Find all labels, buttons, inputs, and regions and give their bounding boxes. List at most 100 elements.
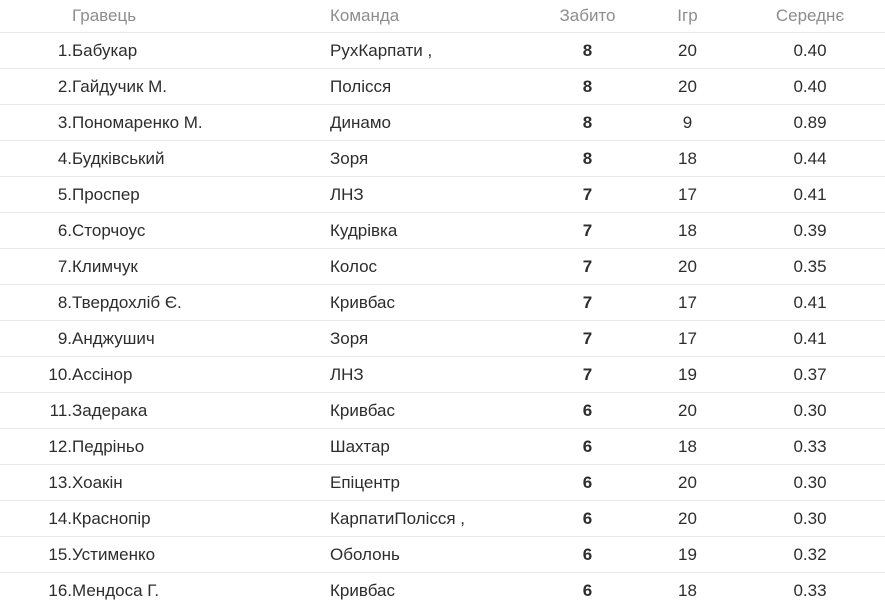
cell-goals: 6 (582, 508, 593, 528)
cell-team: КарпатиПолісся , (330, 508, 466, 528)
table-row[interactable]: 4. Будківський Зоря 8 18 0.44 (0, 140, 885, 177)
cell-goals: 8 (582, 76, 593, 96)
cell-goals: 7 (582, 184, 593, 204)
cell-games: 19 (678, 364, 697, 384)
cell-team: Колос (330, 256, 378, 276)
cell-rank: 1. (57, 40, 72, 60)
cell-rank: 4. (57, 148, 72, 168)
table-row[interactable]: 3. Пономаренко М. Динамо 8 9 0.89 (0, 104, 885, 141)
cell-games: 17 (678, 292, 697, 312)
cell-team: РухКарпати , (330, 40, 433, 60)
cell-goals: 7 (582, 220, 593, 240)
cell-player: Твердохліб Є. (72, 292, 182, 312)
cell-team: Кривбас (330, 292, 395, 312)
table-row[interactable]: 12. Педріньо Шахтар 6 18 0.33 (0, 428, 885, 465)
cell-team: Зоря (330, 148, 369, 168)
cell-average: 0.33 (793, 580, 827, 600)
cell-rank: 15. (48, 544, 72, 564)
cell-goals: 6 (582, 544, 593, 564)
cell-player: Краснопір (72, 508, 151, 528)
cell-games: 20 (678, 400, 697, 420)
table-row[interactable]: 11. Задерака Кривбас 6 20 0.30 (0, 392, 885, 429)
cell-goals: 6 (582, 436, 593, 456)
column-header-goals: Забито (535, 0, 640, 33)
cell-team: Шахтар (330, 436, 390, 456)
cell-player: Анджушич (72, 328, 155, 348)
column-header-games: Ігр (640, 0, 735, 33)
cell-goals: 7 (582, 292, 593, 312)
cell-rank: 8. (57, 292, 72, 312)
table-row[interactable]: 6. Сторчоус Кудрівка 7 18 0.39 (0, 212, 885, 249)
cell-games: 18 (678, 436, 697, 456)
table-row[interactable]: 9. Анджушич Зоря 7 17 0.41 (0, 320, 885, 357)
cell-games: 20 (678, 256, 697, 276)
cell-player: Климчук (72, 256, 138, 276)
table-row[interactable]: 1. Бабукар РухКарпати , 8 20 0.40 (0, 32, 885, 69)
table-header-row: Гравець Команда Забито Ігр Середнє (0, 0, 885, 33)
table-row[interactable]: 10. Ассінор ЛНЗ 7 19 0.37 (0, 356, 885, 393)
cell-average: 0.32 (793, 544, 827, 564)
cell-rank: 10. (48, 364, 72, 384)
cell-rank: 9. (57, 328, 72, 348)
cell-games: 20 (678, 508, 697, 528)
table-header: Гравець Команда Забито Ігр Середнє (0, 0, 885, 33)
cell-rank: 11. (49, 400, 72, 420)
table-row[interactable]: 15. Устименко Оболонь 6 19 0.32 (0, 536, 885, 573)
cell-rank: 13. (48, 472, 72, 492)
table-row[interactable]: 2. Гайдучик М. Полісся 8 20 0.40 (0, 68, 885, 105)
cell-average: 0.41 (793, 184, 827, 204)
cell-average: 0.40 (793, 76, 827, 96)
column-header-rank (0, 0, 72, 33)
cell-player: Сторчоус (72, 220, 146, 240)
cell-games: 19 (678, 544, 697, 564)
cell-team: Зоря (330, 328, 369, 348)
cell-team: Оболонь (330, 544, 400, 564)
table-row[interactable]: 13. Хоакін Епіцентр 6 20 0.30 (0, 464, 885, 501)
cell-team: Полісся (330, 76, 392, 96)
cell-rank: 5. (57, 184, 72, 204)
cell-average: 0.37 (793, 364, 827, 384)
cell-team: Динамо (330, 112, 391, 132)
cell-games: 18 (678, 580, 697, 600)
cell-average: 0.44 (793, 148, 827, 168)
column-header-average: Середнє (735, 0, 885, 33)
cell-goals: 7 (582, 328, 593, 348)
cell-average: 0.89 (793, 112, 827, 132)
cell-rank: 3. (57, 112, 72, 132)
cell-player: Проспер (72, 184, 140, 204)
cell-games: 20 (678, 40, 697, 60)
cell-goals: 8 (582, 40, 593, 60)
cell-player: Гайдучик М. (72, 76, 168, 96)
cell-goals: 8 (582, 148, 593, 168)
cell-team: Кривбас (330, 580, 395, 600)
table-row[interactable]: 16. Мендоса Г. Кривбас 6 18 0.33 (0, 572, 885, 609)
cell-player: Ассінор (72, 364, 133, 384)
cell-games: 17 (678, 328, 697, 348)
cell-average: 0.41 (793, 328, 827, 348)
cell-average: 0.30 (793, 472, 827, 492)
cell-games: 20 (678, 76, 697, 96)
cell-player: Педріньо (72, 436, 145, 456)
cell-goals: 6 (582, 400, 593, 420)
cell-goals: 7 (582, 364, 593, 384)
column-header-team: Команда (330, 0, 535, 33)
cell-player: Устименко (72, 544, 156, 564)
cell-average: 0.35 (793, 256, 827, 276)
table-row[interactable]: 14. Краснопір КарпатиПолісся , 6 20 0.30 (0, 500, 885, 537)
cell-goals: 6 (582, 472, 593, 492)
cell-games: 9 (682, 112, 693, 132)
column-header-player: Гравець (72, 0, 330, 33)
cell-games: 18 (678, 220, 697, 240)
cell-rank: 14. (48, 508, 72, 528)
cell-games: 20 (678, 472, 697, 492)
cell-goals: 7 (582, 256, 593, 276)
cell-games: 18 (678, 148, 697, 168)
table-row[interactable]: 7. Климчук Колос 7 20 0.35 (0, 248, 885, 285)
cell-team: ЛНЗ (330, 184, 364, 204)
table-row[interactable]: 5. Проспер ЛНЗ 7 17 0.41 (0, 176, 885, 213)
table-row[interactable]: 8. Твердохліб Є. Кривбас 7 17 0.41 (0, 284, 885, 321)
cell-average: 0.30 (793, 400, 827, 420)
cell-player: Пономаренко М. (72, 112, 203, 132)
cell-player: Будківський (72, 148, 165, 168)
